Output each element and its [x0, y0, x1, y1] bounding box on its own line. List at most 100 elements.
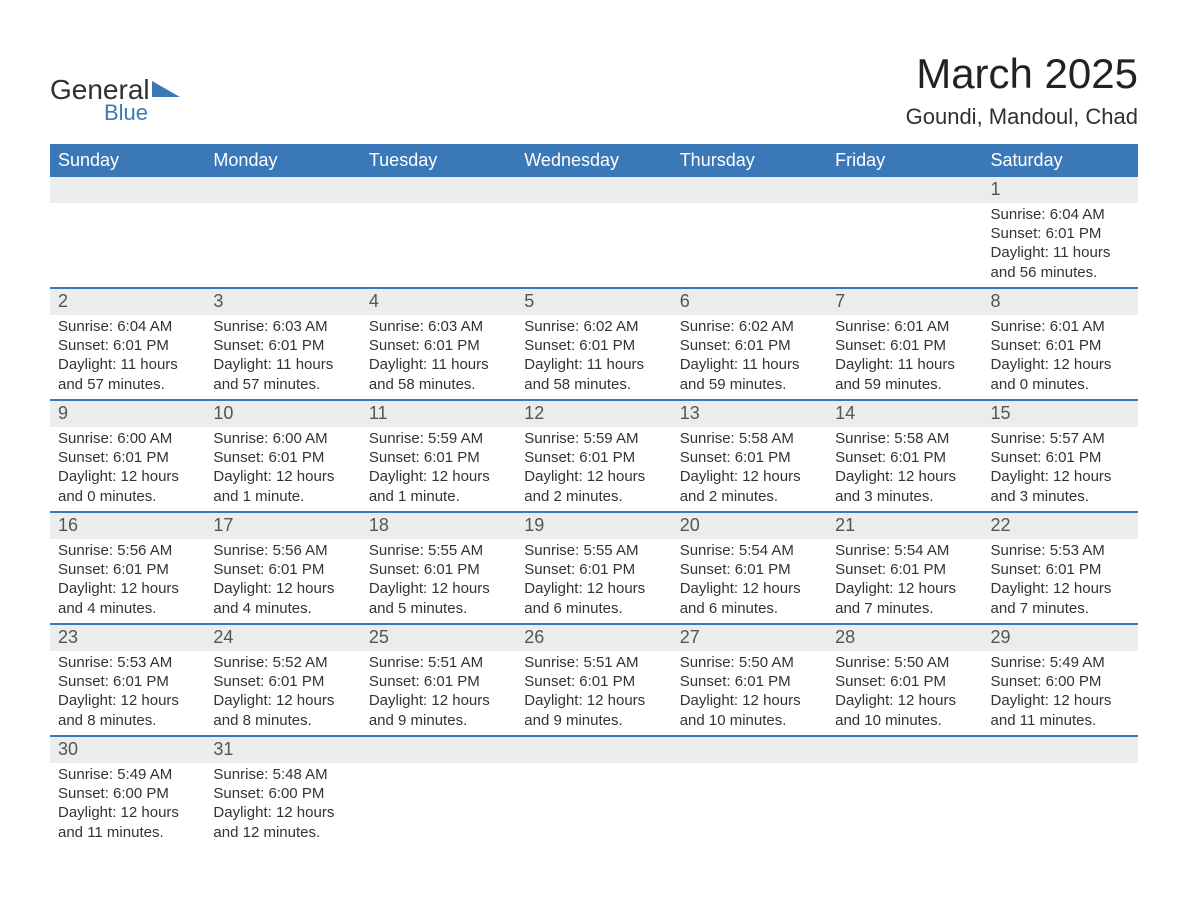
day-dl1: Daylight: 12 hours — [835, 579, 974, 598]
day-number-cell — [983, 736, 1138, 763]
day-dl1: Daylight: 12 hours — [524, 691, 663, 710]
day-sunrise: Sunrise: 6:00 AM — [58, 429, 197, 448]
day-number-cell — [672, 736, 827, 763]
day-dl2: and 9 minutes. — [524, 711, 663, 730]
day-dl1: Daylight: 12 hours — [680, 691, 819, 710]
day-sunrise: Sunrise: 5:53 AM — [58, 653, 197, 672]
title-block: March 2025 Goundi, Mandoul, Chad — [906, 50, 1138, 130]
day-dl2: and 56 minutes. — [991, 263, 1130, 282]
day-dl1: Daylight: 12 hours — [213, 579, 352, 598]
day-sunset: Sunset: 6:01 PM — [58, 448, 197, 467]
day-sunset: Sunset: 6:01 PM — [524, 672, 663, 691]
day-number: 24 — [213, 627, 233, 647]
day-dl1: Daylight: 11 hours — [369, 355, 508, 374]
day-dl2: and 6 minutes. — [680, 599, 819, 618]
day-detail-cell: Sunrise: 5:55 AMSunset: 6:01 PMDaylight:… — [361, 539, 516, 624]
day-sunrise: Sunrise: 5:52 AM — [213, 653, 352, 672]
day-number-cell: 1 — [983, 177, 1138, 203]
day-detail-cell: Sunrise: 5:53 AMSunset: 6:01 PMDaylight:… — [983, 539, 1138, 624]
day-number-cell: 19 — [516, 512, 671, 539]
day-dl1: Daylight: 12 hours — [213, 467, 352, 486]
day-number-cell: 28 — [827, 624, 982, 651]
day-number: 13 — [680, 403, 700, 423]
day-sunset: Sunset: 6:01 PM — [991, 560, 1130, 579]
day-sunrise: Sunrise: 6:03 AM — [369, 317, 508, 336]
day-dl1: Daylight: 12 hours — [524, 467, 663, 486]
day-sunrise: Sunrise: 5:58 AM — [835, 429, 974, 448]
calendar-week-daynums: 23242526272829 — [50, 624, 1138, 651]
calendar-week-daynums: 2345678 — [50, 288, 1138, 315]
day-dl2: and 0 minutes. — [58, 487, 197, 506]
day-detail-cell — [361, 763, 516, 847]
day-number: 4 — [369, 291, 379, 311]
day-sunset: Sunset: 6:01 PM — [680, 560, 819, 579]
day-sunrise: Sunrise: 5:53 AM — [991, 541, 1130, 560]
day-sunrise: Sunrise: 5:59 AM — [369, 429, 508, 448]
day-sunrise: Sunrise: 5:50 AM — [835, 653, 974, 672]
day-dl1: Daylight: 12 hours — [213, 691, 352, 710]
day-dl1: Daylight: 12 hours — [991, 691, 1130, 710]
day-detail-cell: Sunrise: 6:01 AMSunset: 6:01 PMDaylight:… — [827, 315, 982, 400]
day-dl2: and 3 minutes. — [835, 487, 974, 506]
header: General Blue March 2025 Goundi, Mandoul,… — [50, 50, 1138, 130]
day-sunset: Sunset: 6:00 PM — [213, 784, 352, 803]
day-dl1: Daylight: 12 hours — [991, 579, 1130, 598]
day-number-cell — [827, 177, 982, 203]
month-title: March 2025 — [906, 50, 1138, 98]
day-number-cell: 14 — [827, 400, 982, 427]
day-number: 21 — [835, 515, 855, 535]
day-dl2: and 2 minutes. — [524, 487, 663, 506]
day-dl2: and 4 minutes. — [58, 599, 197, 618]
day-sunset: Sunset: 6:01 PM — [58, 560, 197, 579]
day-number: 23 — [58, 627, 78, 647]
day-dl1: Daylight: 12 hours — [58, 691, 197, 710]
day-sunset: Sunset: 6:01 PM — [369, 560, 508, 579]
day-detail-cell — [516, 763, 671, 847]
day-dl1: Daylight: 12 hours — [991, 355, 1130, 374]
calendar-week-daynums: 16171819202122 — [50, 512, 1138, 539]
day-number: 29 — [991, 627, 1011, 647]
day-number-cell — [827, 736, 982, 763]
day-number-cell: 18 — [361, 512, 516, 539]
day-dl2: and 0 minutes. — [991, 375, 1130, 394]
day-number-cell: 12 — [516, 400, 671, 427]
day-sunset: Sunset: 6:01 PM — [369, 336, 508, 355]
day-number-cell — [516, 736, 671, 763]
day-number-cell — [361, 177, 516, 203]
day-number: 11 — [369, 403, 388, 423]
calendar-week-details: Sunrise: 5:56 AMSunset: 6:01 PMDaylight:… — [50, 539, 1138, 624]
calendar-week-details: Sunrise: 6:04 AMSunset: 6:01 PMDaylight:… — [50, 203, 1138, 288]
day-dl1: Daylight: 11 hours — [58, 355, 197, 374]
day-dl2: and 1 minute. — [369, 487, 508, 506]
day-dl2: and 10 minutes. — [835, 711, 974, 730]
day-sunset: Sunset: 6:01 PM — [835, 336, 974, 355]
day-number-cell: 20 — [672, 512, 827, 539]
day-sunset: Sunset: 6:01 PM — [524, 336, 663, 355]
day-detail-cell: Sunrise: 6:00 AMSunset: 6:01 PMDaylight:… — [50, 427, 205, 512]
day-detail-cell — [827, 203, 982, 288]
day-detail-cell: Sunrise: 6:03 AMSunset: 6:01 PMDaylight:… — [205, 315, 360, 400]
day-number-cell: 24 — [205, 624, 360, 651]
day-sunrise: Sunrise: 6:02 AM — [524, 317, 663, 336]
day-header: Monday — [205, 144, 360, 177]
day-number: 30 — [58, 739, 78, 759]
calendar-week-details: Sunrise: 6:00 AMSunset: 6:01 PM Daylight:… — [50, 427, 1138, 512]
day-number: 12 — [524, 403, 544, 423]
day-detail-cell — [672, 203, 827, 288]
day-dl1: Daylight: 11 hours — [991, 243, 1130, 262]
day-number-cell: 5 — [516, 288, 671, 315]
day-number: 15 — [991, 403, 1011, 423]
day-number-cell: 15 — [983, 400, 1138, 427]
day-dl1: Daylight: 12 hours — [369, 467, 508, 486]
location: Goundi, Mandoul, Chad — [906, 104, 1138, 130]
day-detail-cell — [516, 203, 671, 288]
day-sunrise: Sunrise: 5:51 AM — [524, 653, 663, 672]
day-detail-cell: Sunrise: 5:58 AMSunset: 6:01 PMDaylight:… — [672, 427, 827, 512]
day-header: Friday — [827, 144, 982, 177]
day-header: Sunday — [50, 144, 205, 177]
day-number: 27 — [680, 627, 700, 647]
day-sunrise: Sunrise: 5:56 AM — [58, 541, 197, 560]
day-number: 22 — [991, 515, 1011, 535]
calendar-week-daynums: 3031 — [50, 736, 1138, 763]
day-dl1: Daylight: 12 hours — [58, 803, 197, 822]
